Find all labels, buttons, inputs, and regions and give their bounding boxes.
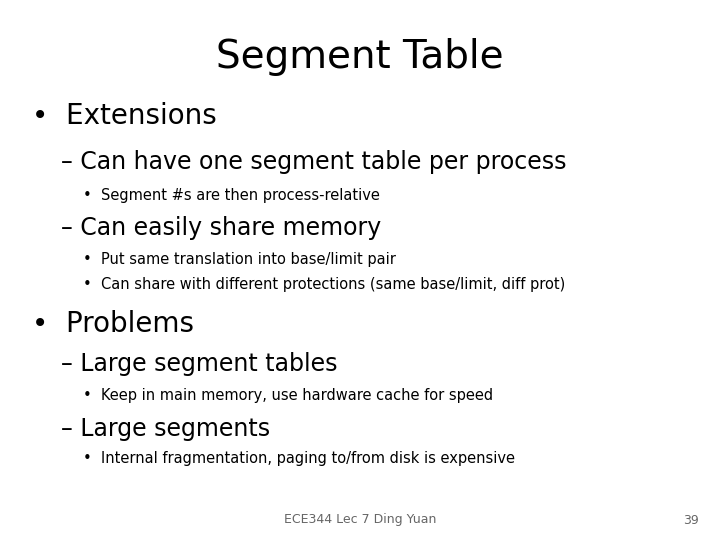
Text: Segment Table: Segment Table bbox=[216, 38, 504, 76]
Text: ECE344 Lec 7 Ding Yuan: ECE344 Lec 7 Ding Yuan bbox=[284, 514, 436, 526]
Text: •  Extensions: • Extensions bbox=[32, 102, 217, 130]
Text: •  Keep in main memory, use hardware cache for speed: • Keep in main memory, use hardware cach… bbox=[83, 388, 493, 403]
Text: •  Can share with different protections (same base/limit, diff prot): • Can share with different protections (… bbox=[83, 276, 565, 292]
Text: 39: 39 bbox=[683, 514, 698, 526]
Text: – Can have one segment table per process: – Can have one segment table per process bbox=[61, 150, 567, 174]
Text: •  Internal fragmentation, paging to/from disk is expensive: • Internal fragmentation, paging to/from… bbox=[83, 451, 515, 467]
Text: •  Segment #s are then process-relative: • Segment #s are then process-relative bbox=[83, 188, 379, 203]
Text: – Large segments: – Large segments bbox=[61, 417, 270, 441]
Text: – Can easily share memory: – Can easily share memory bbox=[61, 216, 382, 240]
Text: – Large segment tables: – Large segment tables bbox=[61, 353, 338, 376]
Text: •  Problems: • Problems bbox=[32, 310, 194, 338]
Text: •  Put same translation into base/limit pair: • Put same translation into base/limit p… bbox=[83, 252, 396, 267]
